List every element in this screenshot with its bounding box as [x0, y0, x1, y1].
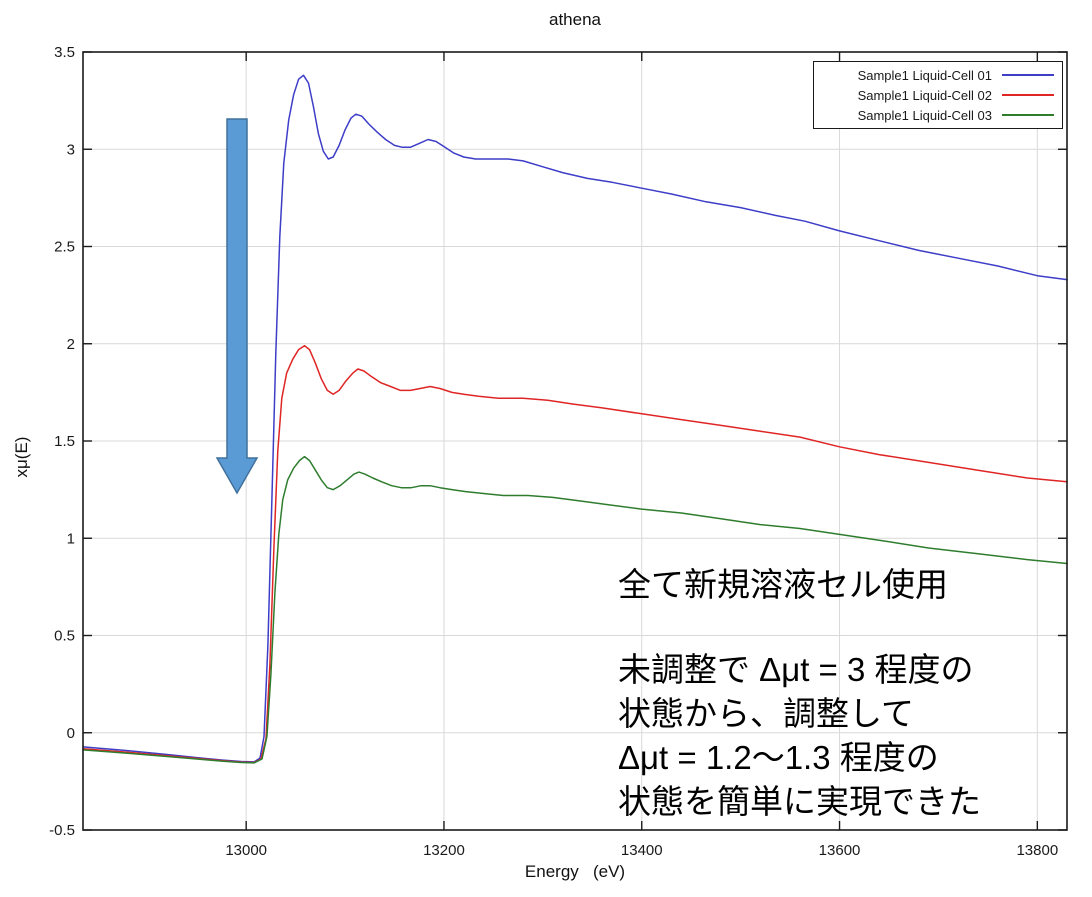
y-tick-labels: -0.5 0 0.5 1 1.5 2 2.5 3 3.5: [49, 44, 75, 839]
svg-text:3: 3: [67, 141, 75, 158]
annotation-note2: 未調整で Δμt = 3 程度の 状態から、調整して Δμt = 1.2〜1.3…: [618, 648, 981, 824]
svg-text:13200: 13200: [423, 842, 465, 859]
tick-marks: [83, 51, 1067, 831]
legend-label: Sample1 Liquid-Cell 03: [857, 107, 992, 123]
legend: Sample1 Liquid-Cell 01 Sample1 Liquid-Ce…: [813, 61, 1063, 129]
legend-line-sample: [1002, 94, 1054, 96]
svg-text:2: 2: [67, 336, 75, 353]
svg-text:13400: 13400: [621, 842, 663, 859]
annotation-note1: 全て新規溶液セル使用: [618, 566, 948, 603]
legend-label: Sample1 Liquid-Cell 02: [857, 87, 992, 103]
down-arrow: [215, 118, 259, 495]
annotation-note2-line: 未調整で Δμt = 3 程度の: [618, 651, 974, 688]
svg-text:0.5: 0.5: [54, 628, 75, 645]
legend-label: Sample1 Liquid-Cell 01: [857, 67, 992, 83]
svg-text:13800: 13800: [1016, 842, 1058, 859]
legend-item: Sample1 Liquid-Cell 02: [814, 88, 1054, 103]
x-axis-title: Energy (eV): [524, 862, 626, 881]
legend-line-sample: [1002, 114, 1054, 116]
annotation-note2-line: 状態から、調整して: [618, 695, 915, 732]
annotation-note2-line: Δμt = 1.2〜1.3 程度の: [618, 739, 939, 776]
svg-text:2.5: 2.5: [54, 239, 75, 256]
svg-text:3.5: 3.5: [54, 44, 75, 61]
annotation-note2-line: 状態を簡単に実現できた: [618, 783, 981, 820]
legend-item: Sample1 Liquid-Cell 03: [814, 108, 1054, 123]
svg-text:0: 0: [67, 725, 75, 742]
series-curve-3: [82, 455, 1068, 764]
y-axis-title: xμ(E): [12, 436, 31, 478]
legend-line-sample: [1002, 74, 1054, 76]
svg-text:1: 1: [67, 530, 75, 547]
svg-text:13000: 13000: [225, 842, 267, 859]
x-tick-labels: 13000 13200 13400 13600 13800: [225, 842, 1058, 859]
legend-item: Sample1 Liquid-Cell 01: [814, 68, 1054, 83]
series-curve-2: [82, 344, 1068, 764]
series-curve-1: [82, 74, 1068, 763]
svg-text:1.5: 1.5: [54, 433, 75, 450]
svg-text:13600: 13600: [819, 842, 861, 859]
chart-title: athena: [549, 10, 601, 29]
svg-text:-0.5: -0.5: [49, 822, 75, 839]
